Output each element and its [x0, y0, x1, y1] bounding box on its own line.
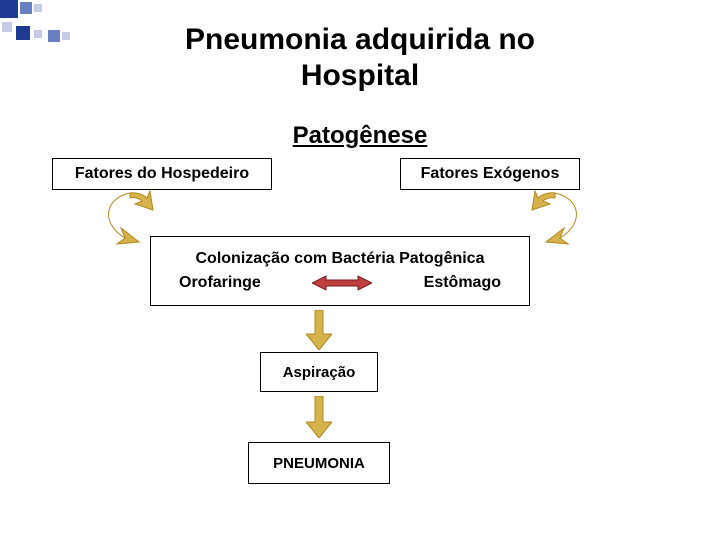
title-line-1: Pneumonia adquirida no [185, 23, 535, 56]
box-host-label: Fatores do Hospedeiro [75, 165, 249, 183]
box-exogenous-factors: Fatores Exógenos [400, 158, 580, 190]
label-stomach: Estômago [424, 274, 501, 292]
page-title: Pneumonia adquirida no Hospital [0, 22, 720, 94]
arrow-colonization-to-aspiration [306, 310, 332, 355]
box-pneumonia: PNEUMONIA [248, 442, 390, 484]
label-oropharynx: Orofaringe [179, 274, 261, 292]
box-aspiration: Aspiração [260, 352, 378, 392]
colonization-title: Colonização com Bactéria Patogênica [196, 250, 485, 268]
arrow-oropharynx-stomach [312, 274, 372, 292]
title-line-2: Hospital [301, 59, 419, 92]
box-colonization: Colonização com Bactéria Patogênica Orof… [150, 236, 530, 306]
label-pneumonia: PNEUMONIA [273, 455, 365, 472]
arrow-aspiration-to-pneumonia [306, 396, 332, 443]
label-aspiration: Aspiração [283, 364, 356, 381]
arrow-exo-to-colonization [520, 188, 590, 248]
box-host-factors: Fatores do Hospedeiro [52, 158, 272, 190]
subtitle: Patogênese [0, 122, 720, 150]
box-exo-label: Fatores Exógenos [421, 165, 560, 183]
